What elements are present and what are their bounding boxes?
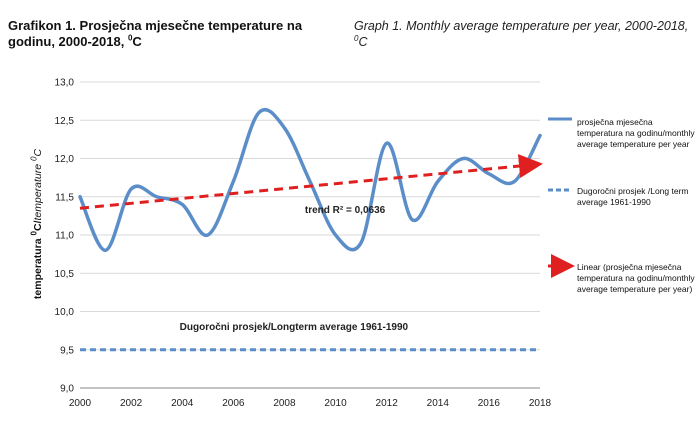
x-tick-label: 2012 bbox=[376, 398, 399, 409]
y-tick-label: 10,0 bbox=[55, 307, 75, 318]
series-points bbox=[79, 112, 541, 251]
y-tick-labels: 9,0 9,5 10,0 10,5 11,0 11,5 12,0 12,5 13,0 bbox=[55, 78, 75, 395]
x-tick-labels: 2000 2002 2004 2006 2008 2010 2012 2014 2016 2018 bbox=[69, 398, 552, 409]
y-tick-label: 11,0 bbox=[55, 231, 74, 242]
trend-annotation: trend R² = 0,0636 bbox=[305, 205, 386, 216]
x-tick-label: 2004 bbox=[171, 398, 194, 409]
chart-title-english: Graph 1. Monthly average temperature per… bbox=[354, 19, 689, 49]
y-tick-label: 9,5 bbox=[60, 345, 74, 356]
x-tick-label: 2014 bbox=[427, 398, 450, 409]
y-tick-label: 11,5 bbox=[55, 192, 74, 203]
y-tick-label: 13,0 bbox=[55, 78, 75, 89]
x-tick-label: 2000 bbox=[69, 398, 92, 409]
x-tick-label: 2018 bbox=[529, 398, 552, 409]
y-tick-label: 9,0 bbox=[60, 384, 74, 395]
linear-trend-line bbox=[79, 154, 543, 210]
x-tick-label: 2008 bbox=[273, 398, 296, 409]
x-tick-label: 2016 bbox=[478, 398, 501, 409]
x-tick-label: 2010 bbox=[324, 398, 347, 409]
legend-series-linear-trend: Linear (prosječna mjesečna temperatura n… bbox=[577, 262, 695, 294]
long-term-average-annotation: Dugoročni prosjek/Longterm average 1961-… bbox=[180, 322, 409, 333]
legend-series-long-term-average: Dugoročni prosjek /Long term average 196… bbox=[577, 186, 689, 207]
x-tick-label: 2006 bbox=[222, 398, 245, 409]
gridlines bbox=[80, 81, 540, 351]
chart-title: Grafikon 1. Prosječna mjesečne temperatu… bbox=[8, 18, 303, 49]
y-tick-label: 12,0 bbox=[55, 154, 75, 165]
x-tick-label: 2002 bbox=[120, 398, 143, 409]
temperature-series-line bbox=[78, 107, 542, 253]
legend-series-temperature: prosječna mjesečna temperatura na godinu… bbox=[577, 117, 695, 149]
legend-markers bbox=[548, 117, 575, 278]
y-tick-label: 10,5 bbox=[55, 269, 75, 280]
y-tick-label: 12,5 bbox=[55, 116, 75, 127]
